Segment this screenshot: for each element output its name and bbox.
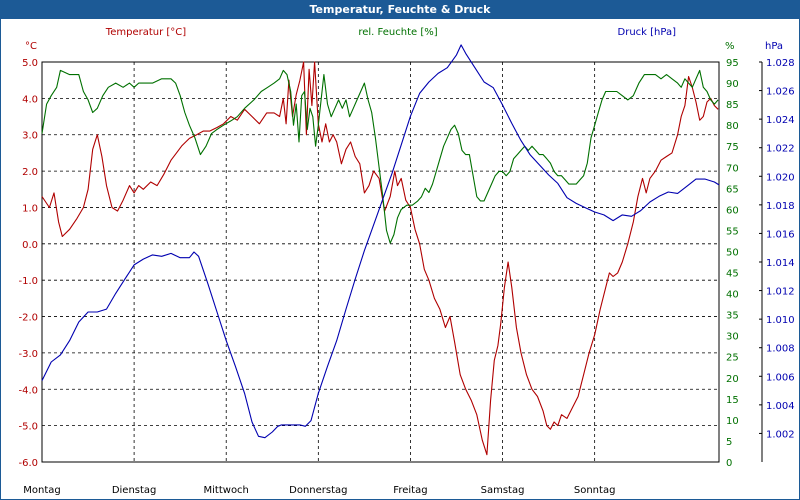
temperature-tick-label: -4.0 [18, 385, 38, 396]
pressure-tick-label: 1.002 [766, 429, 795, 440]
pressure-tick-label: 1.018 [766, 201, 795, 212]
pressure-tick-label: 1.012 [766, 287, 795, 298]
temperature-tick-label: 2.0 [22, 167, 38, 178]
humidity-tick-label: 75 [726, 142, 739, 153]
temperature-tick-label: -1.0 [18, 276, 38, 287]
temperature-tick-label: -5.0 [18, 422, 38, 433]
pressure-axis-title: Druck [hPa] [618, 27, 677, 38]
day-label-weekday: Freitag [393, 485, 427, 496]
humidity-tick-label: 65 [726, 184, 739, 195]
pressure-series-line [41, 44, 720, 439]
humidity-tick-label: 50 [726, 247, 739, 258]
day-label-weekday: Dienstag [112, 485, 157, 496]
humidity-tick-label: 60 [726, 205, 739, 216]
humidity-unit-label: % [725, 41, 735, 52]
temperature-tick-label: 3.0 [22, 131, 38, 142]
humidity-series-line [41, 69, 719, 244]
pressure-tick-label: 1.014 [766, 258, 795, 269]
pressure-tick-label: 1.020 [766, 172, 795, 183]
temperature-tick-label: -2.0 [18, 313, 38, 324]
pressure-tick-label: 1.010 [766, 315, 795, 326]
pressure-tick-label: 1.008 [766, 344, 795, 355]
day-label-weekday: Sonntag [574, 485, 616, 496]
humidity-tick-label: 15 [726, 395, 739, 406]
temperature-series-line [41, 61, 719, 456]
pressure-tick-label: 1.006 [766, 372, 795, 383]
day-label-weekday: Samstag [481, 485, 525, 496]
humidity-tick-label: 40 [726, 290, 739, 301]
pressure-tick-label: 1.022 [766, 144, 795, 155]
pressure-tick-label: 1.024 [766, 115, 795, 126]
humidity-tick-label: 90 [726, 79, 739, 90]
chart-canvas: °C Temperatur [°C] rel. Feuchte [%] % Dr… [18, 27, 795, 496]
humidity-tick-label: 55 [726, 226, 739, 237]
humidity-axis-title: rel. Feuchte [%] [358, 27, 437, 38]
pressure-unit-label: hPa [765, 41, 783, 52]
humidity-tick-label: 5 [726, 437, 732, 448]
temperature-tick-label: 4.0 [22, 94, 38, 105]
humidity-tick-label: 10 [726, 416, 739, 427]
window-title: Temperatur, Feuchte & Druck [1, 1, 799, 19]
day-label-weekday: Mittwoch [204, 485, 249, 496]
temperature-unit-label: °C [25, 41, 37, 52]
temperature-axis-title: Temperatur [°C] [105, 27, 186, 38]
humidity-tick-label: 35 [726, 311, 739, 322]
humidity-tick-label: 30 [726, 332, 739, 343]
pressure-tick-label: 1.004 [766, 401, 795, 412]
plot-area [41, 61, 720, 463]
temperature-tick-label: 0.0 [22, 240, 38, 251]
pressure-tick-label: 1.026 [766, 87, 795, 98]
temperature-tick-label: -3.0 [18, 349, 38, 360]
day-label-weekday: Donnerstag [289, 485, 347, 496]
pressure-tick-label: 1.016 [766, 229, 795, 240]
humidity-tick-label: 85 [726, 100, 739, 111]
humidity-tick-label: 70 [726, 163, 739, 174]
day-label-weekday: Montag [23, 485, 60, 496]
humidity-tick-label: 0 [726, 458, 732, 469]
humidity-tick-label: 80 [726, 121, 739, 132]
humidity-tick-label: 95 [726, 58, 739, 69]
humidity-tick-label: 25 [726, 353, 739, 364]
humidity-tick-label: 20 [726, 374, 739, 385]
humidity-tick-label: 45 [726, 269, 739, 280]
pressure-tick-label: 1.028 [766, 58, 795, 69]
temperature-tick-label: 5.0 [22, 58, 38, 69]
temperature-tick-label: -6.0 [18, 458, 38, 469]
temperature-tick-label: 1.0 [22, 203, 38, 214]
